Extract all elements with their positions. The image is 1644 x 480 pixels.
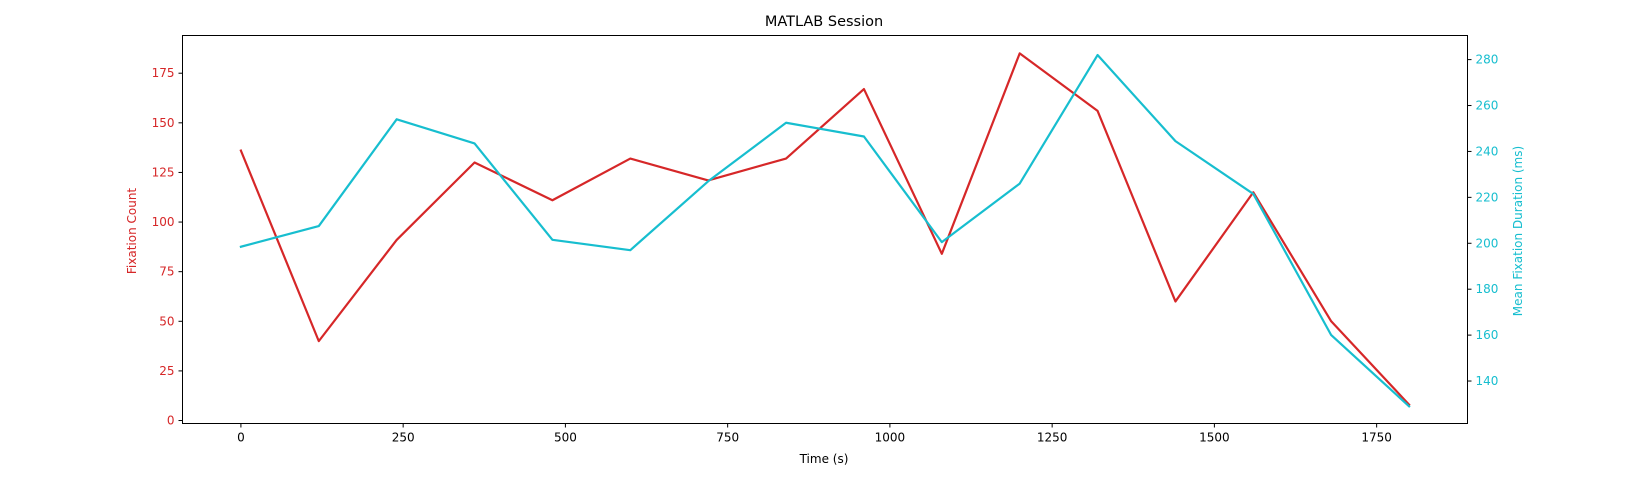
x-tick-label: 1000: [875, 431, 906, 445]
right-y-tick-label: 220: [1476, 190, 1499, 204]
right-y-axis-label: Mean Fixation Duration (ms): [1511, 146, 1525, 316]
right-y-tick-label: 160: [1476, 328, 1499, 342]
right-y-tick-label: 200: [1476, 236, 1499, 250]
x-tick-label: 1750: [1361, 431, 1392, 445]
left-y-tick-label: 50: [159, 314, 174, 328]
series-layer: [239, 52, 1411, 408]
plot-area-frame: [182, 35, 1468, 424]
right-y-tick-label: 260: [1476, 99, 1499, 113]
left-y-tick-label: 0: [167, 414, 175, 428]
left-y-tick-label: 175: [152, 66, 175, 80]
x-tick-label: 1500: [1199, 431, 1230, 445]
right-y-tick-label: 240: [1476, 144, 1499, 158]
x-tick-label: 500: [554, 431, 577, 445]
left-y-tick-label: 100: [152, 215, 175, 229]
fixation-count-series-line: [239, 52, 1411, 407]
left-y-tick-label: 75: [159, 265, 174, 279]
right-y-tick-label: 180: [1476, 282, 1499, 296]
right-y-tick-label: 280: [1476, 53, 1499, 67]
right-y-tick-label: 140: [1476, 374, 1499, 388]
x-tick-label: 0: [237, 431, 245, 445]
left-y-tick-label: 150: [152, 116, 175, 130]
x-tick-label: 750: [716, 431, 739, 445]
left-y-axis-label: Fixation Count: [125, 188, 139, 275]
left-y-tick-label: 125: [152, 165, 175, 179]
x-axis-label: Time (s): [799, 452, 849, 466]
x-tick-label: 1250: [1037, 431, 1068, 445]
x-tick-label: 250: [392, 431, 415, 445]
mean-duration-series-line: [239, 53, 1411, 408]
chart-title: MATLAB Session: [765, 14, 883, 30]
left-y-tick-label: 25: [159, 364, 174, 378]
tick-layer: 0 250 500 750 1000 1250 1500 1750 0 25 50 75 100 125 1…: [152, 53, 1499, 445]
